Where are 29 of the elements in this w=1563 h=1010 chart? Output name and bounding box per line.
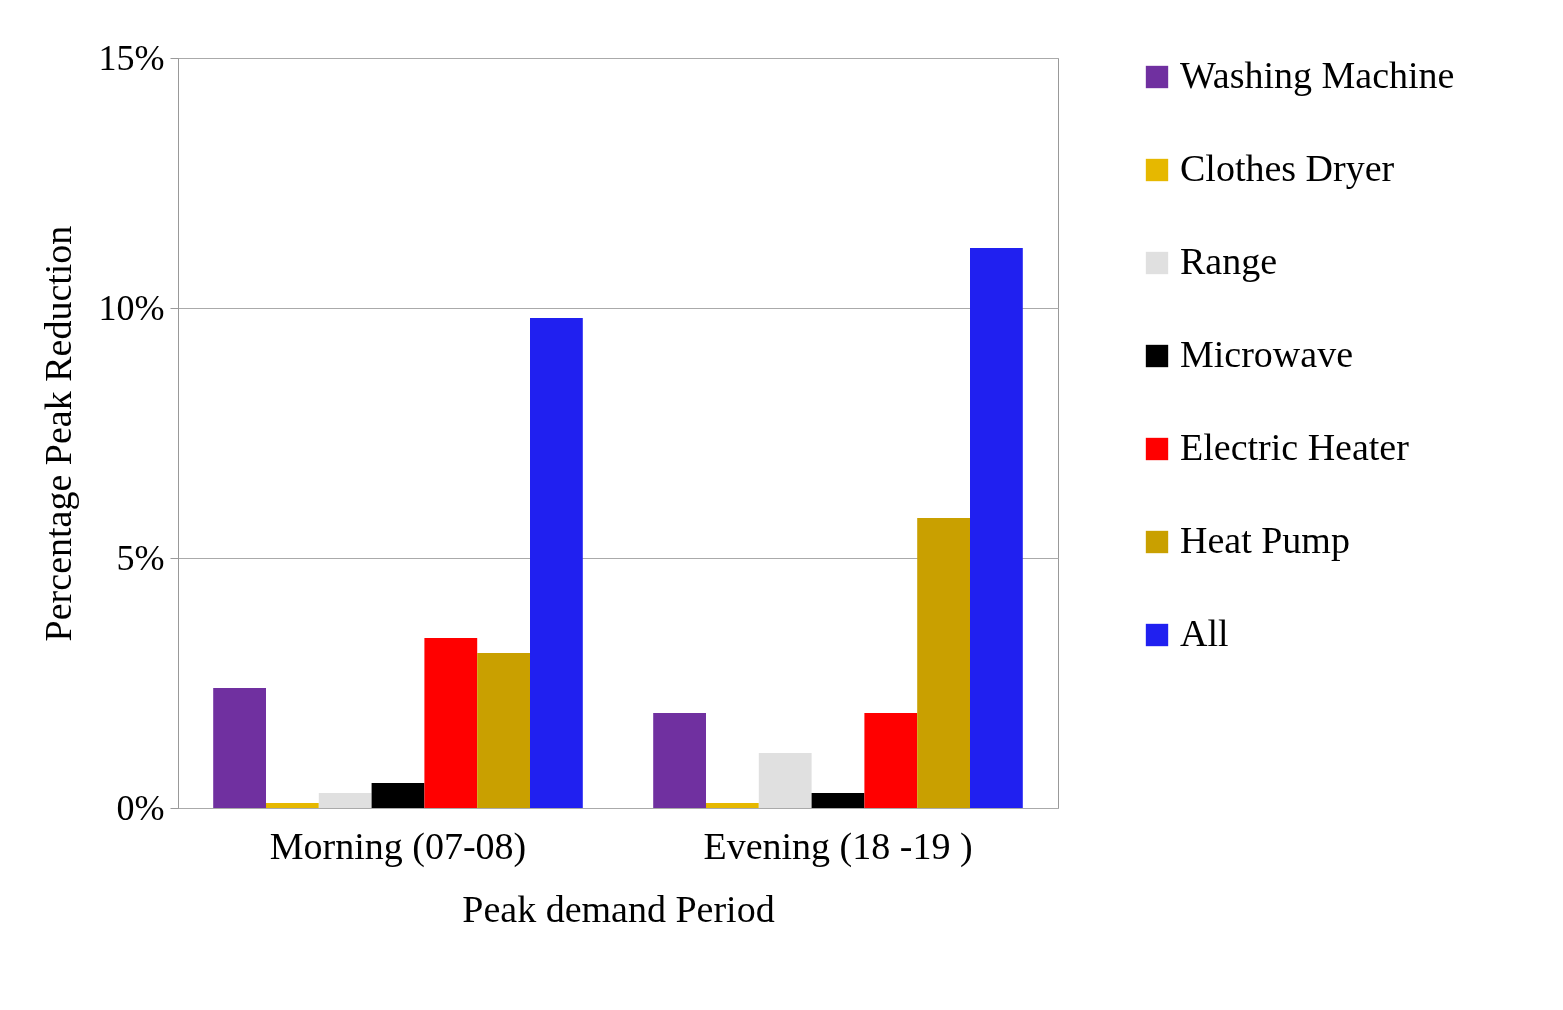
y-tick-label: 10% <box>98 287 165 328</box>
bar <box>758 753 812 808</box>
legend-label: Microwave <box>1180 333 1354 375</box>
y-axis-title: Percentage Peak Reduction <box>36 225 79 642</box>
bar <box>477 653 530 808</box>
bar <box>213 688 266 808</box>
bar <box>318 793 372 808</box>
x-tick-label: Morning (07-08) <box>269 824 527 868</box>
x-tick-label: Evening (18 -19 ) <box>703 824 973 868</box>
legend-label: Clothes Dryer <box>1180 147 1395 189</box>
y-tick-label: 15% <box>98 37 165 78</box>
bar <box>653 713 706 808</box>
bar <box>266 803 319 808</box>
bar <box>424 638 478 808</box>
legend-label: Range <box>1180 240 1278 282</box>
legend-label: Electric Heater <box>1180 426 1410 468</box>
bar <box>706 803 759 808</box>
bar <box>811 793 865 808</box>
bar <box>864 713 918 808</box>
legend-label: Heat Pump <box>1180 519 1350 561</box>
legend-label: Washing Machine <box>1180 54 1455 96</box>
y-tick-label: 0% <box>116 787 165 828</box>
y-tick-label: 5% <box>116 537 165 578</box>
bar <box>917 518 970 808</box>
bar <box>371 783 425 808</box>
bar <box>530 318 583 808</box>
x-axis-title: Peak demand Period <box>462 887 775 930</box>
legend-label: All <box>1180 612 1229 654</box>
bar <box>970 248 1023 808</box>
